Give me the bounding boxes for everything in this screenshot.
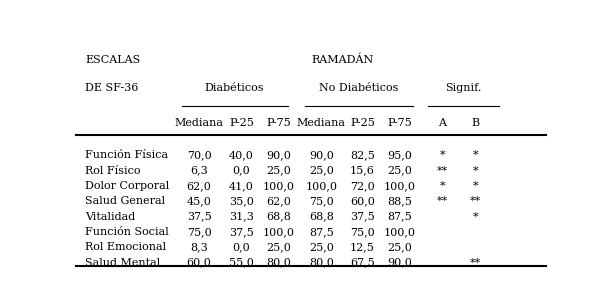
Text: 100,0: 100,0	[305, 181, 337, 191]
Text: No Diabéticos: No Diabéticos	[319, 83, 399, 93]
Text: 25,0: 25,0	[387, 165, 412, 175]
Text: 90,0: 90,0	[309, 150, 334, 160]
Text: 35,0: 35,0	[229, 196, 254, 206]
Text: 60,0: 60,0	[350, 196, 375, 206]
Text: 95,0: 95,0	[387, 150, 412, 160]
Text: 90,0: 90,0	[266, 150, 291, 160]
Text: 40,0: 40,0	[229, 150, 254, 160]
Text: 8,3: 8,3	[190, 242, 208, 252]
Text: Dolor Corporal: Dolor Corporal	[85, 181, 169, 191]
Text: RAMADÁN: RAMADÁN	[312, 55, 374, 65]
Text: **: **	[436, 196, 448, 206]
Text: *: *	[472, 150, 478, 160]
Text: *: *	[472, 212, 478, 222]
Text: ESCALAS: ESCALAS	[85, 55, 141, 65]
Text: 90,0: 90,0	[387, 258, 412, 268]
Text: Mediana: Mediana	[297, 117, 346, 128]
Text: Mediana: Mediana	[175, 117, 223, 128]
Text: 88,5: 88,5	[387, 196, 412, 206]
Text: 62,0: 62,0	[266, 196, 291, 206]
Text: Rol Físico: Rol Físico	[85, 165, 141, 175]
Text: 72,0: 72,0	[350, 181, 375, 191]
Text: **: **	[470, 196, 481, 206]
Text: 12,5: 12,5	[350, 242, 375, 252]
Text: P-25: P-25	[350, 117, 375, 128]
Text: 87,5: 87,5	[309, 227, 334, 237]
Text: **: **	[436, 165, 448, 175]
Text: 25,0: 25,0	[266, 242, 291, 252]
Text: 37,5: 37,5	[229, 227, 254, 237]
Text: 75,0: 75,0	[309, 196, 334, 206]
Text: Salud Mental: Salud Mental	[85, 258, 160, 268]
Text: 25,0: 25,0	[309, 242, 334, 252]
Text: 100,0: 100,0	[384, 181, 416, 191]
Text: P-25: P-25	[229, 117, 254, 128]
Text: 62,0: 62,0	[187, 181, 212, 191]
Text: 6,3: 6,3	[190, 165, 208, 175]
Text: *: *	[472, 165, 478, 175]
Text: 15,6: 15,6	[350, 165, 375, 175]
Text: 80,0: 80,0	[266, 258, 291, 268]
Text: **: **	[470, 258, 481, 268]
Text: 100,0: 100,0	[263, 227, 295, 237]
Text: Función Social: Función Social	[85, 227, 169, 237]
Text: 0,0: 0,0	[232, 165, 250, 175]
Text: 82,5: 82,5	[350, 150, 375, 160]
Text: Vitalidad: Vitalidad	[85, 212, 135, 222]
Text: P-75: P-75	[388, 117, 412, 128]
Text: 100,0: 100,0	[384, 227, 416, 237]
Text: 75,0: 75,0	[350, 227, 375, 237]
Text: Diabéticos: Diabéticos	[205, 83, 265, 93]
Text: 31,3: 31,3	[229, 212, 254, 222]
Text: *: *	[439, 181, 445, 191]
Text: 87,5: 87,5	[388, 212, 412, 222]
Text: 25,0: 25,0	[387, 242, 412, 252]
Text: *: *	[439, 150, 445, 160]
Text: Rol Emocional: Rol Emocional	[85, 242, 166, 252]
Text: 75,0: 75,0	[187, 227, 211, 237]
Text: B: B	[471, 117, 480, 128]
Text: 68,8: 68,8	[309, 212, 334, 222]
Text: Función Física: Función Física	[85, 150, 168, 160]
Text: DE SF-36: DE SF-36	[85, 83, 138, 93]
Text: Signif.: Signif.	[446, 83, 482, 93]
Text: *: *	[472, 181, 478, 191]
Text: 60,0: 60,0	[187, 258, 212, 268]
Text: 80,0: 80,0	[309, 258, 334, 268]
Text: 67,5: 67,5	[350, 258, 375, 268]
Text: 41,0: 41,0	[229, 181, 254, 191]
Text: 25,0: 25,0	[266, 165, 291, 175]
Text: A: A	[438, 117, 446, 128]
Text: 37,5: 37,5	[187, 212, 211, 222]
Text: 0,0: 0,0	[232, 242, 250, 252]
Text: 100,0: 100,0	[263, 181, 295, 191]
Text: 70,0: 70,0	[187, 150, 211, 160]
Text: 68,8: 68,8	[266, 212, 291, 222]
Text: P-75: P-75	[266, 117, 291, 128]
Text: 55,0: 55,0	[229, 258, 254, 268]
Text: Salud General: Salud General	[85, 196, 166, 206]
Text: 37,5: 37,5	[350, 212, 375, 222]
Text: 45,0: 45,0	[187, 196, 212, 206]
Text: 25,0: 25,0	[309, 165, 334, 175]
